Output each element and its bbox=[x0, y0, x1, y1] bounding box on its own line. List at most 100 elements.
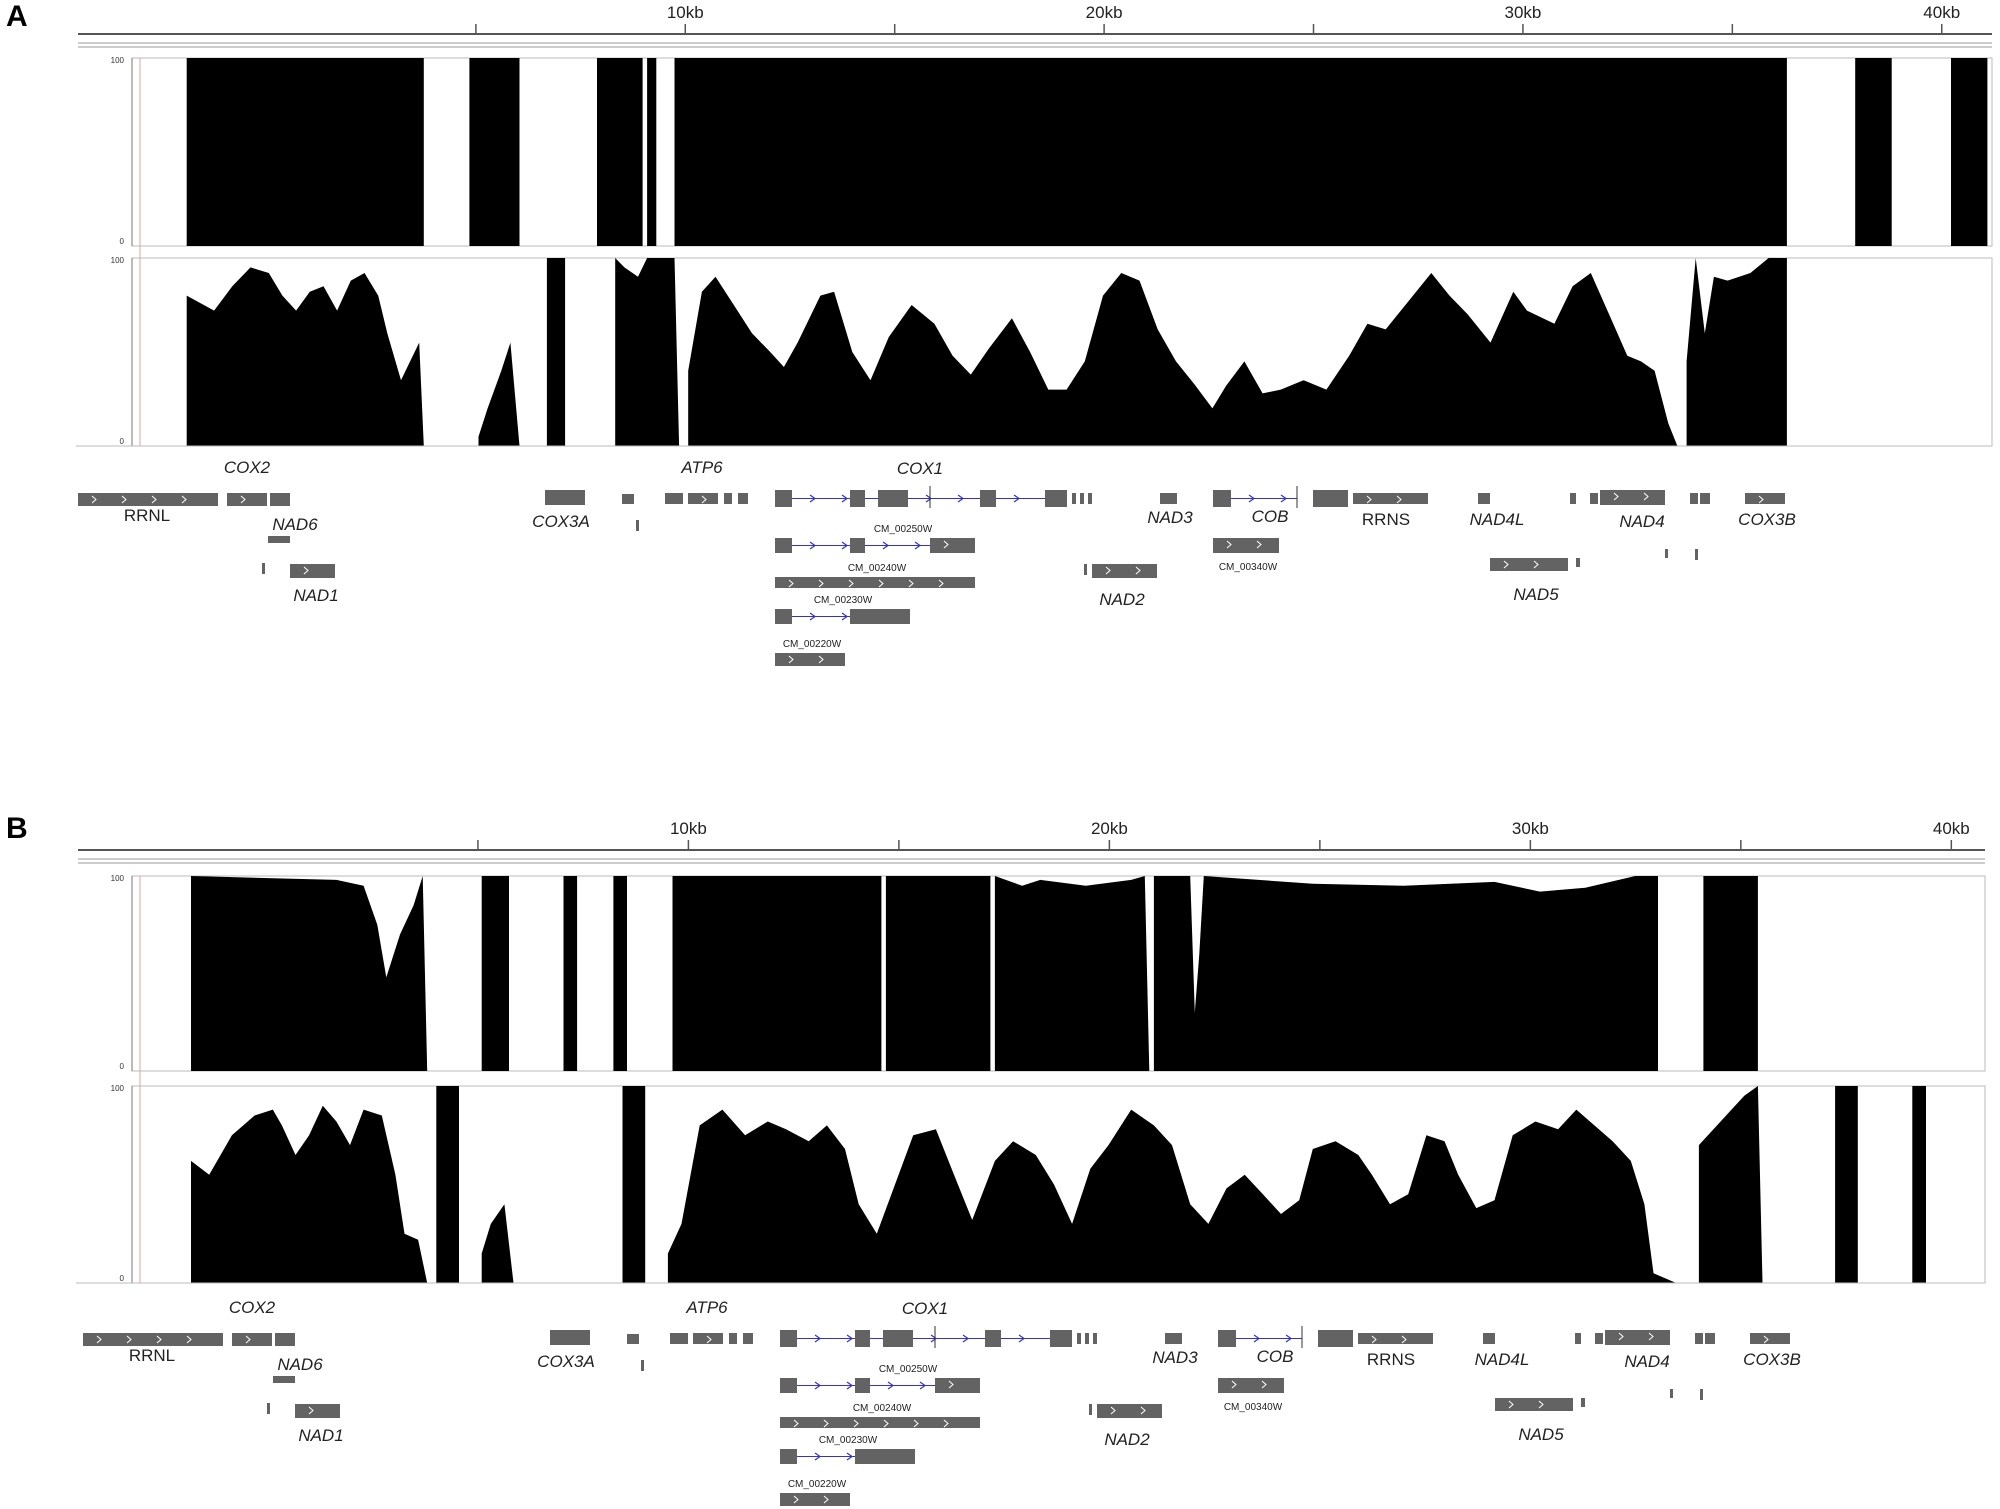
strand-arrow bbox=[1396, 495, 1402, 504]
strand-arrow bbox=[948, 1380, 954, 1389]
gene-feature-nad1 bbox=[295, 1404, 340, 1418]
strand-arrow bbox=[1110, 1406, 1116, 1415]
strand-arrow bbox=[151, 495, 157, 504]
gene-label-nad4: NAD4 bbox=[1619, 512, 1664, 531]
intron-arrow bbox=[1018, 1334, 1026, 1343]
gene-feature-atp6 bbox=[665, 493, 683, 504]
strand-arrow bbox=[853, 1419, 859, 1428]
transcript-exon bbox=[855, 1378, 870, 1393]
intron-arrow bbox=[962, 1334, 970, 1343]
ruler-tick-label: 40kb bbox=[1923, 3, 1960, 22]
gene-feature-cox3b bbox=[1750, 1333, 1790, 1344]
gene-feature-cox3b bbox=[1745, 493, 1785, 504]
gene-feature-small bbox=[1576, 558, 1580, 567]
gene-label-nad1: NAD1 bbox=[298, 1426, 343, 1445]
strand-arrow bbox=[1231, 1380, 1237, 1389]
intron-arrow bbox=[887, 1381, 895, 1390]
strand-arrow bbox=[823, 1419, 829, 1428]
strand-arrow bbox=[91, 495, 97, 504]
transcript-exon bbox=[850, 609, 910, 624]
gene-label-nad4l: NAD4L bbox=[1470, 510, 1525, 529]
gene-feature-small bbox=[743, 1333, 753, 1344]
gene-feature-cox2 bbox=[227, 493, 267, 506]
intron-arrow bbox=[1280, 494, 1288, 503]
gene-label-rrns: RRNS bbox=[1362, 510, 1410, 529]
gene-label-cob: COB bbox=[1257, 1347, 1294, 1366]
gene-feature-cox2 bbox=[232, 1333, 272, 1346]
transcript-label-cm_00340w: CM_00340W bbox=[1224, 1402, 1283, 1413]
gene-label-nad5: NAD5 bbox=[1513, 585, 1559, 604]
intron-arrow bbox=[846, 1334, 854, 1343]
transcript-label-cm_00340w: CM_00340W bbox=[1219, 562, 1278, 573]
gene-feature-small bbox=[1084, 564, 1087, 575]
strand-arrow bbox=[1763, 1335, 1769, 1344]
strand-arrow bbox=[913, 1419, 919, 1428]
gene-feature-rrns bbox=[1358, 1333, 1433, 1344]
gene-feature-nad5 bbox=[1490, 558, 1568, 571]
gene-feature-nad2 bbox=[1097, 1404, 1162, 1418]
strand-arrow bbox=[848, 579, 854, 588]
track-scale-max: 100 bbox=[111, 56, 125, 65]
transcript-cm-00340w bbox=[1213, 538, 1279, 553]
gene-feature-cox3a bbox=[550, 1330, 590, 1345]
strand-arrow bbox=[96, 1335, 102, 1344]
gene-feature-nad3 bbox=[1165, 1333, 1182, 1344]
ruler-tick-label: 30kb bbox=[1504, 3, 1541, 22]
strand-arrow bbox=[706, 1335, 712, 1344]
transcript-label-cm_00250w: CM_00250W bbox=[879, 1364, 938, 1375]
gene-feature-small bbox=[1093, 1333, 1097, 1344]
gene-feature-cob-exon bbox=[1313, 490, 1348, 507]
gene-label-nad3: NAD3 bbox=[1147, 508, 1193, 527]
gene-label-rrnl: RRNL bbox=[124, 506, 170, 525]
gene-feature-nad6 bbox=[273, 1376, 295, 1383]
gene-feature-small bbox=[627, 1334, 639, 1344]
gene-feature-nad4l bbox=[1478, 493, 1490, 504]
intron-arrow bbox=[846, 1381, 854, 1390]
strand-arrow bbox=[818, 579, 824, 588]
gene-label-cox3a: COX3A bbox=[537, 1352, 595, 1371]
transcript-exon bbox=[930, 538, 975, 553]
track-scale-min: 0 bbox=[120, 437, 125, 446]
strand-arrow bbox=[186, 1335, 192, 1344]
track-scale-min: 0 bbox=[120, 237, 125, 246]
transcript-exon bbox=[780, 1449, 797, 1464]
gene-label-nad5: NAD5 bbox=[1518, 1425, 1564, 1444]
gene-feature-cob-exon bbox=[1318, 1330, 1353, 1347]
gene-feature-small bbox=[738, 493, 748, 504]
intron-arrow bbox=[882, 541, 890, 550]
gene-feature-small bbox=[1072, 493, 1076, 504]
ruler-tick-label: 40kb bbox=[1933, 819, 1970, 838]
gene-feature-small bbox=[1670, 1389, 1673, 1398]
transcript-exon bbox=[935, 1378, 980, 1393]
gene-feature-nad5 bbox=[1495, 1398, 1573, 1411]
strand-arrow bbox=[1503, 560, 1509, 569]
strand-arrow bbox=[1366, 495, 1372, 504]
gene-feature-small bbox=[1665, 549, 1668, 558]
intron-arrow bbox=[841, 541, 849, 550]
gene-feature-small bbox=[1077, 1333, 1081, 1344]
gene-label-cox2: COX2 bbox=[224, 458, 271, 477]
gene-label-cox2: COX2 bbox=[229, 1298, 276, 1317]
gene-label-rrns: RRNS bbox=[1367, 1350, 1415, 1369]
strand-arrow bbox=[1135, 566, 1141, 575]
gene-feature-cox2-exon bbox=[275, 1333, 295, 1346]
gene-label-cob: COB bbox=[1252, 507, 1289, 526]
strand-arrow bbox=[1371, 1335, 1377, 1344]
gene-label-cox3a: COX3A bbox=[532, 512, 590, 531]
gene-feature-rrnl bbox=[78, 493, 218, 506]
intron-arrow bbox=[1013, 494, 1021, 503]
gene-label-atp6: ATP6 bbox=[680, 458, 723, 477]
strand-arrow bbox=[788, 579, 794, 588]
transcript-cm-00240w bbox=[780, 1417, 980, 1428]
gene-label-nad4l: NAD4L bbox=[1475, 1350, 1530, 1369]
transcript-exon bbox=[775, 609, 792, 624]
gene-feature-nad4 bbox=[1600, 490, 1665, 505]
coverage-profile bbox=[132, 58, 1988, 246]
intron-arrow bbox=[814, 1381, 822, 1390]
strand-arrow bbox=[181, 495, 187, 504]
gene-feature-small bbox=[267, 1403, 270, 1414]
strand-arrow bbox=[121, 495, 127, 504]
gene-feature-nad2 bbox=[1092, 564, 1157, 578]
intron-arrow bbox=[1253, 1334, 1261, 1343]
